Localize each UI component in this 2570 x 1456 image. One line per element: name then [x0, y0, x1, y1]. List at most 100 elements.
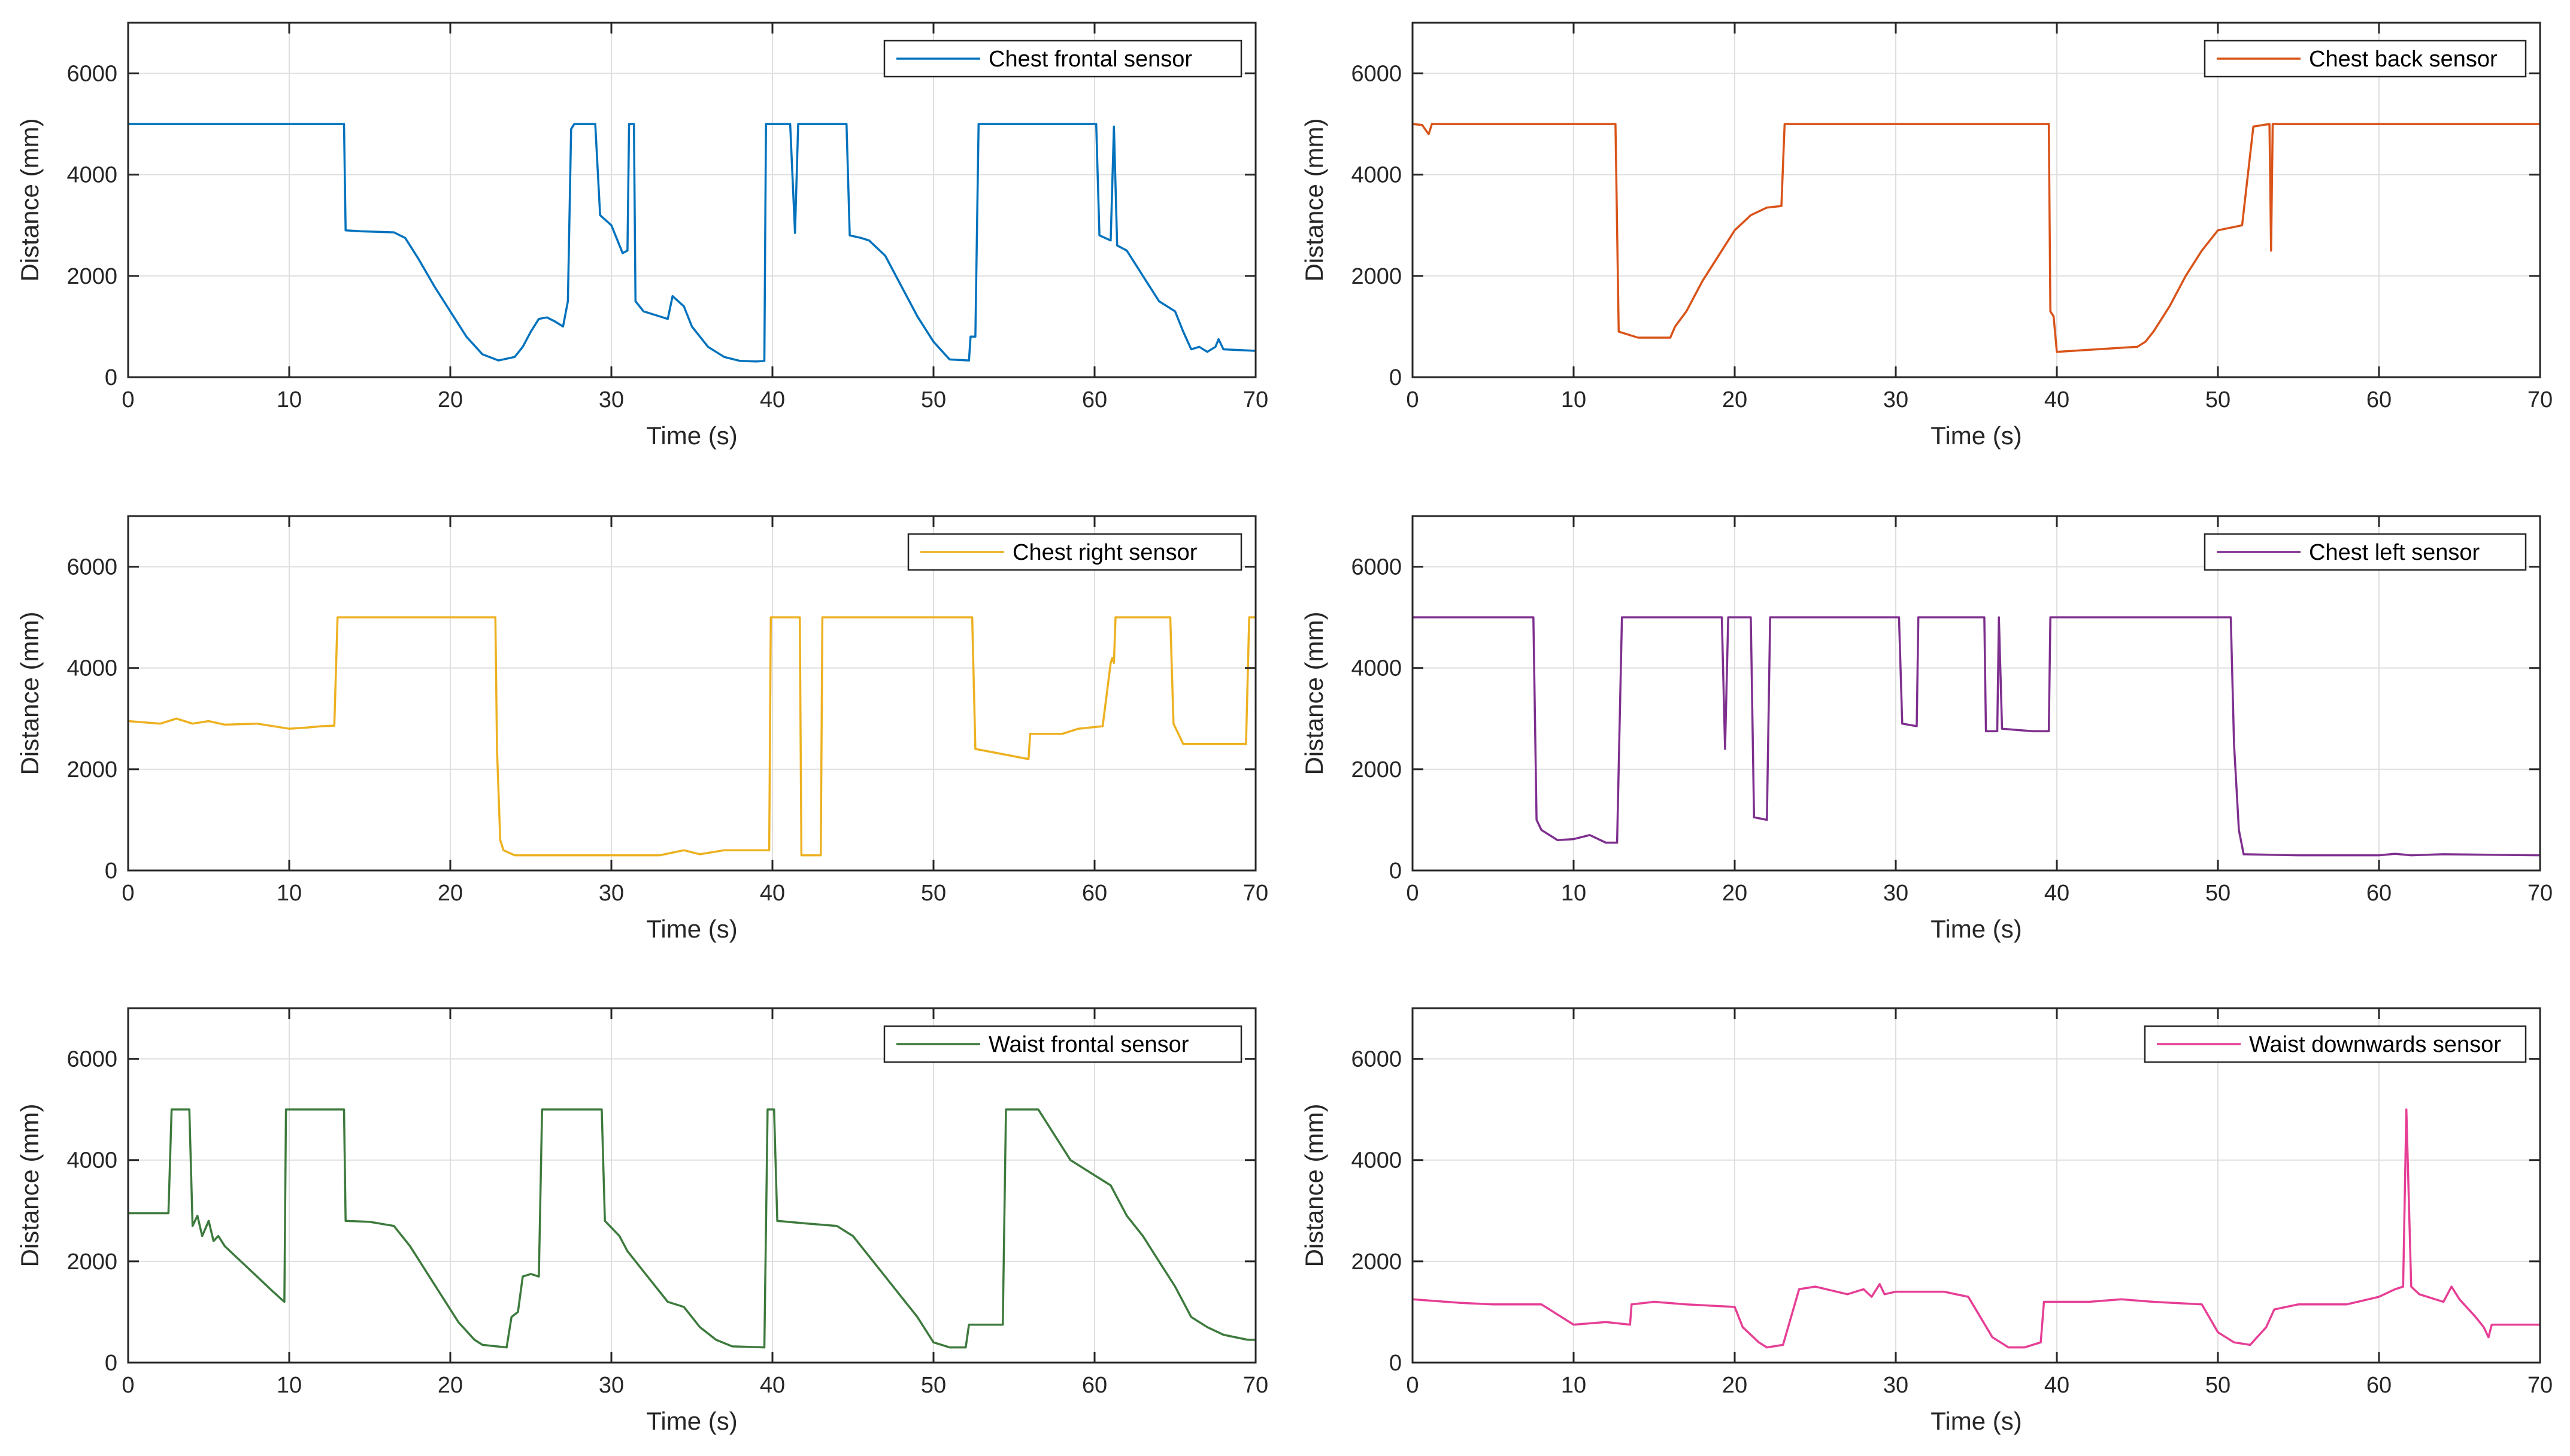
- x-tick-label: 50: [921, 1373, 946, 1398]
- x-tick-label: 20: [438, 387, 463, 412]
- legend: Chest back sensor: [2204, 40, 2527, 78]
- x-tick-label: 30: [599, 1373, 624, 1398]
- legend: Waist downwards sensor: [2144, 1025, 2527, 1063]
- x-tick-label: 0: [1406, 881, 1419, 906]
- x-tick-label: 20: [438, 1373, 463, 1398]
- subplot-waist-downwards: 0 10 20 30 40 50 60 70 0 2000 4000 6000 Time (s) Dist…: [1300, 1007, 2553, 1435]
- x-tick-label: 20: [438, 881, 463, 906]
- x-tick-label: 20: [1722, 881, 1747, 906]
- x-axis-label: Time (s): [646, 421, 737, 450]
- y-axis-label: Distance (mm): [16, 1103, 44, 1267]
- legend-label: Chest left sensor: [2309, 540, 2480, 565]
- y-tick-label: 6000: [66, 1047, 117, 1072]
- x-tick-label: 70: [2527, 387, 2553, 412]
- x-tick-label: 20: [1722, 387, 1747, 412]
- x-tick-label: 30: [599, 881, 624, 906]
- x-tick-label: 50: [2205, 1373, 2230, 1398]
- legend: Waist frontal sensor: [883, 1025, 1242, 1063]
- y-axis-label: Distance (mm): [1300, 1103, 1328, 1267]
- x-tick-label: 40: [2044, 1373, 2069, 1398]
- x-tick-label: 60: [2366, 1373, 2392, 1398]
- legend: Chest right sensor: [907, 533, 1242, 571]
- legend: Chest left sensor: [2204, 533, 2527, 571]
- x-axis-label: Time (s): [646, 915, 737, 943]
- plot-area: [1413, 516, 2540, 870]
- x-axis-label: Time (s): [1930, 421, 2022, 450]
- y-tick-label: 6000: [66, 555, 117, 580]
- x-tick-label: 30: [599, 387, 624, 412]
- x-tick-label: 70: [2527, 881, 2553, 906]
- y-tick-label: 0: [1389, 1351, 1402, 1376]
- x-tick-label: 60: [1082, 881, 1107, 906]
- axes-frame: [1411, 515, 2541, 872]
- legend-box: [907, 533, 1242, 571]
- y-tick-label: 4000: [66, 1148, 117, 1173]
- x-tick-label: 40: [2044, 881, 2069, 906]
- y-tick-label: 2000: [1351, 757, 1402, 782]
- x-tick-label: 60: [1082, 1373, 1107, 1398]
- x-tick-label: 50: [2205, 387, 2230, 412]
- axes-frame: [127, 515, 1257, 872]
- x-tick-label: 30: [1883, 387, 1908, 412]
- x-tick-label: 30: [1883, 1373, 1908, 1398]
- x-tick-label: 20: [1722, 1373, 1747, 1398]
- y-tick-label: 4000: [1351, 163, 1402, 188]
- axes-frame: [127, 1007, 1257, 1364]
- subplot-chest-right: 0 10 20 30 40 50 60 70 0 2000 4000 6000 Time (s) Dist…: [16, 515, 1268, 943]
- y-tick-label: 4000: [66, 656, 117, 681]
- legend-label: Waist downwards sensor: [2249, 1032, 2501, 1057]
- x-tick-label: 60: [2366, 387, 2392, 412]
- y-tick-label: 4000: [66, 163, 117, 188]
- x-tick-label: 40: [760, 881, 785, 906]
- x-tick-label: 70: [2527, 1373, 2553, 1398]
- x-axis-label: Time (s): [646, 1407, 737, 1435]
- x-tick-label: 60: [1082, 387, 1107, 412]
- y-tick-label: 2000: [1351, 264, 1402, 289]
- y-axis-label: Distance (mm): [1300, 118, 1328, 281]
- y-tick-label: 4000: [1351, 656, 1402, 681]
- y-tick-label: 0: [1389, 365, 1402, 390]
- x-tick-label: 0: [122, 387, 134, 412]
- x-tick-label: 40: [2044, 387, 2069, 412]
- x-tick-label: 10: [277, 881, 302, 906]
- axes-frame: [127, 22, 1257, 378]
- x-tick-label: 0: [122, 1373, 134, 1398]
- y-tick-label: 4000: [1351, 1148, 1402, 1173]
- series-line: [128, 1108, 1256, 1349]
- x-tick-label: 40: [760, 387, 785, 412]
- plot-area: [128, 1008, 1256, 1363]
- series-line: [128, 123, 1256, 363]
- y-axis-label: Distance (mm): [16, 611, 44, 775]
- x-tick-label: 70: [1243, 881, 1268, 906]
- subplot-waist-frontal: 0 10 20 30 40 50 60 70 0 2000 4000 6000 Time (s) Dist…: [16, 1007, 1268, 1435]
- legend: Chest frontal sensor: [883, 40, 1242, 78]
- x-tick-label: 10: [1561, 387, 1586, 412]
- series-line: [1412, 1108, 2540, 1349]
- x-tick-label: 0: [1406, 387, 1419, 412]
- subplot-chest-back: 0 10 20 30 40 50 60 70 0 2000 4000 6000 Time (s) Dist…: [1300, 22, 2553, 450]
- plot-area: [128, 516, 1256, 870]
- y-tick-label: 0: [105, 1351, 117, 1376]
- plot-area: [128, 23, 1256, 377]
- x-axis-label: Time (s): [1930, 915, 2022, 943]
- legend-label: Waist frontal sensor: [989, 1032, 1189, 1057]
- x-tick-label: 10: [1561, 1373, 1586, 1398]
- x-tick-label: 30: [1883, 881, 1908, 906]
- x-tick-label: 10: [277, 1373, 302, 1398]
- y-axis-label: Distance (mm): [16, 118, 44, 281]
- y-tick-label: 0: [1389, 859, 1402, 884]
- x-tick-label: 50: [921, 387, 946, 412]
- y-tick-label: 0: [105, 859, 117, 884]
- x-tick-label: 50: [2205, 881, 2230, 906]
- x-tick-label: 0: [122, 881, 134, 906]
- x-tick-label: 40: [760, 1373, 785, 1398]
- y-tick-label: 2000: [66, 1249, 117, 1275]
- x-tick-label: 70: [1243, 387, 1268, 412]
- x-tick-label: 70: [1243, 1373, 1268, 1398]
- x-axis-label: Time (s): [1930, 1407, 2022, 1435]
- x-tick-label: 10: [277, 387, 302, 412]
- x-tick-label: 60: [2366, 881, 2392, 906]
- subplot-chest-left: 0 10 20 30 40 50 60 70 0 2000 4000 6000 Time (s) Dist…: [1300, 515, 2553, 943]
- y-tick-label: 0: [105, 365, 117, 390]
